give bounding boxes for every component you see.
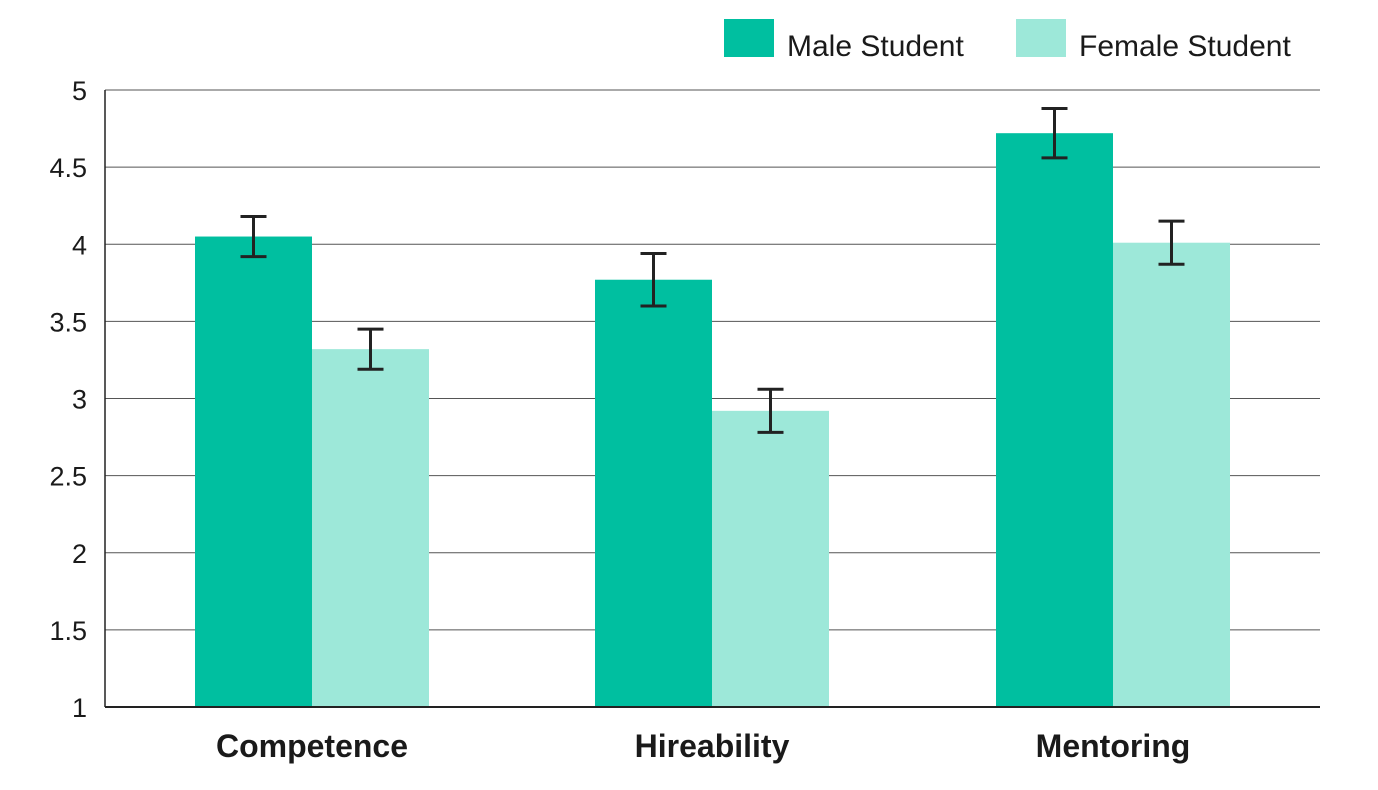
x-category-label: Competence bbox=[216, 728, 408, 764]
bar-male-student bbox=[195, 236, 312, 707]
y-tick-label: 2.5 bbox=[49, 462, 87, 492]
y-tick-labels: 1 1.5 2 2.5 3 3.5 4 4.5 5 bbox=[49, 76, 87, 723]
bar-male-student bbox=[996, 133, 1113, 707]
legend-swatch bbox=[724, 19, 774, 57]
y-tick-label: 1 bbox=[72, 693, 87, 723]
bar-female-student bbox=[712, 410, 829, 707]
x-category-label: Hireability bbox=[635, 728, 790, 764]
error-bars bbox=[240, 107, 1185, 434]
axes bbox=[104, 90, 1320, 708]
bar-female-student bbox=[1113, 242, 1230, 707]
bars bbox=[195, 133, 1230, 707]
y-tick-label: 4.5 bbox=[49, 153, 87, 183]
y-tick-label: 3 bbox=[72, 385, 87, 415]
error-bar bbox=[357, 327, 384, 371]
legend-swatch bbox=[1016, 19, 1066, 57]
y-tick-label: 5 bbox=[72, 76, 87, 106]
legend-item: Female Student bbox=[1016, 19, 1291, 63]
error-bar bbox=[757, 387, 784, 434]
bar-female-student bbox=[312, 349, 429, 707]
legend-label: Male Student bbox=[787, 30, 964, 63]
error-bar bbox=[1158, 219, 1185, 266]
error-bar bbox=[640, 252, 667, 308]
legend: Male Student Female Student bbox=[724, 19, 1291, 63]
y-tick-label: 4 bbox=[72, 230, 87, 260]
legend-item: Male Student bbox=[724, 19, 964, 63]
legend-label: Female Student bbox=[1079, 30, 1291, 63]
error-bar bbox=[1041, 107, 1068, 160]
x-category-labels: Competence Hireability Mentoring bbox=[216, 728, 1190, 764]
y-tick-label: 2 bbox=[72, 539, 87, 569]
y-tick-label: 3.5 bbox=[49, 307, 87, 337]
x-category-label: Mentoring bbox=[1036, 728, 1191, 764]
bar-male-student bbox=[595, 279, 712, 707]
y-tick-label: 1.5 bbox=[49, 616, 87, 646]
error-bar bbox=[240, 214, 267, 259]
